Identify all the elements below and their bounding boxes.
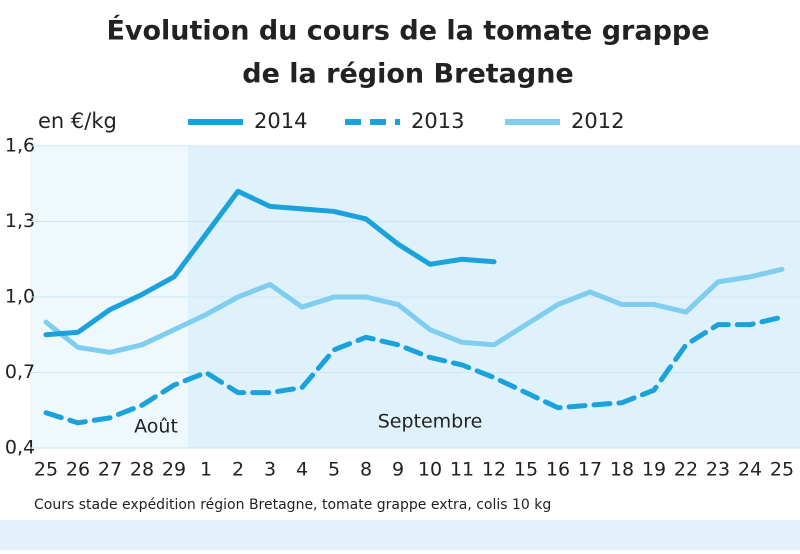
note: Cours stade expédition région Bretagne, … — [34, 497, 551, 513]
x-tick-label: 8 — [360, 459, 372, 481]
legend-label: 2013 — [411, 109, 464, 133]
x-tick-label: 11 — [450, 459, 474, 481]
y-tick-label: 0,4 — [5, 437, 35, 459]
x-tick-label: 19 — [642, 459, 666, 481]
x-tick-label: 3 — [264, 459, 276, 481]
chart-subtitle: de la région Bretagne — [242, 59, 574, 90]
legend-label: 2012 — [571, 109, 624, 133]
x-tick-label: 27 — [98, 459, 122, 481]
annotation: Août — [134, 416, 178, 438]
chart-title: Évolution du cours de la tomate grappe — [106, 15, 709, 47]
x-tick-label: 25 — [34, 459, 58, 481]
y-tick-label: 0,7 — [5, 361, 35, 383]
x-tick-label: 23 — [706, 459, 730, 481]
x-tick-label: 22 — [674, 459, 698, 481]
x-tick-label: 17 — [578, 459, 602, 481]
x-tick-label: 24 — [738, 459, 762, 481]
x-tick-label: 2 — [232, 459, 244, 481]
series-line — [43, 266, 785, 355]
x-tick-label: 1 — [200, 459, 212, 481]
footer-band — [0, 520, 800, 550]
x-tick-label: 15 — [514, 459, 538, 481]
y-axis-label: en €/kg — [38, 109, 117, 133]
x-tick-label: 26 — [66, 459, 90, 481]
x-tick-label: 28 — [130, 459, 154, 481]
y-tick-label: 1,3 — [5, 210, 35, 232]
x-tick-label: 5 — [328, 459, 340, 481]
x-tick-label: 29 — [162, 459, 186, 481]
legend-label: 2014 — [254, 109, 307, 133]
annotation: Septembre — [378, 411, 483, 433]
x-tick-label: 18 — [610, 459, 634, 481]
x-tick-label: 25 — [770, 459, 794, 481]
x-tick-label: 12 — [482, 459, 506, 481]
series-line — [43, 314, 785, 426]
x-tick-label: 4 — [296, 459, 308, 481]
y-tick-label: 1,0 — [5, 286, 35, 308]
x-tick-label: 16 — [546, 459, 570, 481]
x-tick-label: 9 — [392, 459, 404, 481]
series-line — [43, 188, 497, 338]
x-tick-label: 10 — [418, 459, 442, 481]
y-tick-label: 1,6 — [5, 135, 35, 157]
